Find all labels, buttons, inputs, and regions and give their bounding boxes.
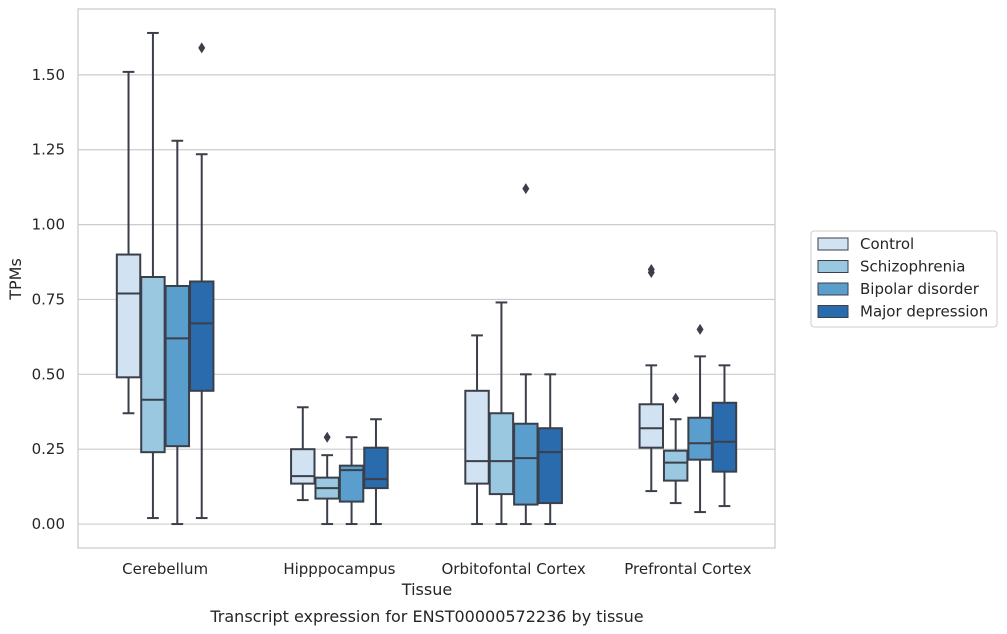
box-schizophrenia: [140, 31, 166, 520]
legend-label: Control: [860, 235, 914, 253]
box-body: [363, 446, 389, 490]
legend-label: Major depression: [860, 303, 988, 321]
box-body: [662, 449, 689, 482]
y-tick-label: 0.00: [32, 515, 65, 533]
box-body: [711, 401, 738, 473]
y-tick-label: 0.75: [32, 290, 65, 308]
y-tick-labels: 0.00 0.25 0.50 0.75 1.00 1.25 1.50: [32, 66, 65, 533]
box-body: [687, 416, 713, 461]
box-body: [488, 412, 515, 496]
legend-swatch: [817, 260, 849, 273]
y-tick-label: 1.00: [32, 216, 65, 234]
box-body: [464, 389, 490, 485]
legend-swatch: [817, 282, 849, 296]
box-control: [464, 334, 490, 526]
box-major-depression: [363, 418, 389, 526]
x-tick-label: Orbitofontal Cortex: [442, 560, 586, 578]
box-control: [115, 70, 142, 415]
outlier-point: [522, 183, 530, 195]
x-tick-label: Cerebellum: [122, 560, 208, 578]
outlier-point: [647, 264, 655, 276]
y-axis-label: TPMs: [6, 258, 25, 301]
box-body: [140, 276, 166, 454]
outlier-point: [696, 323, 704, 335]
box-body: [537, 427, 563, 505]
legend: Control Schizophrenia Bipolar disorder Majo…: [810, 230, 998, 328]
chart-caption: Transcript expression for ENST0000057223…: [209, 607, 643, 626]
box-schizophrenia: [314, 431, 340, 526]
box-control: [638, 264, 664, 493]
box-bipolar-disorder: [513, 183, 539, 526]
box-schizophrenia: [488, 301, 515, 526]
box-bipolar-disorder: [164, 139, 191, 526]
legend-swatch: [817, 237, 849, 251]
box-bipolar-disorder: [338, 436, 365, 526]
box-schizophrenia: [662, 392, 689, 505]
box-body: [638, 403, 664, 449]
box-body: [290, 448, 316, 485]
box-bipolar-disorder: [687, 323, 713, 514]
box-major-depression: [711, 364, 738, 508]
plot-frame: [77, 8, 776, 549]
outlier-point: [198, 42, 206, 54]
x-axis-label: Tissue: [401, 580, 452, 599]
legend-label: Bipolar disorder: [860, 280, 980, 298]
x-tick-label: Prefrontal Cortex: [624, 560, 751, 578]
legend-label: Schizophrenia: [860, 258, 965, 276]
outlier-point: [672, 392, 680, 404]
box-groups: [115, 31, 738, 526]
y-tick-label: 1.50: [32, 66, 65, 84]
box-body: [189, 280, 215, 392]
legend-swatch: [817, 305, 849, 318]
y-tick-label: 1.25: [32, 141, 65, 159]
box-body: [164, 284, 191, 448]
box-major-depression: [189, 42, 215, 520]
x-tick-labels: Cerebellum Hipppocampus Orbitofontal Corte…: [122, 560, 751, 578]
legend-frame: [810, 230, 998, 328]
box-major-depression: [537, 373, 563, 526]
outlier-point: [323, 431, 331, 443]
y-tick-label: 0.25: [32, 440, 65, 458]
x-tick-label: Hipppocampus: [283, 560, 395, 578]
box-body: [513, 422, 539, 506]
y-tick-label: 0.50: [32, 365, 65, 383]
box-control: [290, 406, 316, 502]
box-body: [115, 253, 142, 379]
